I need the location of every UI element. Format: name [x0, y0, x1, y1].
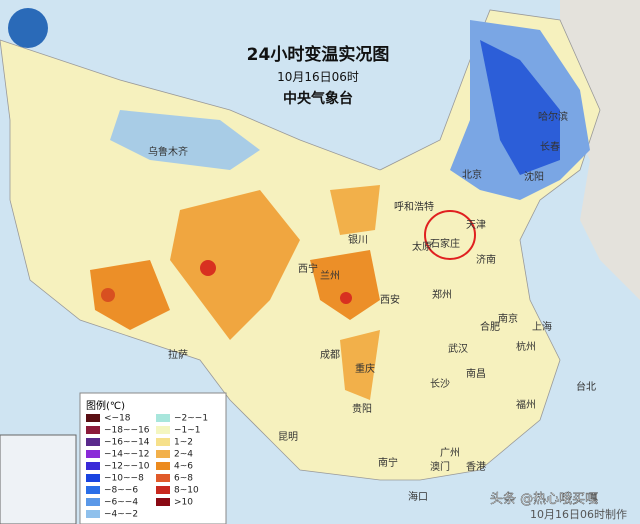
legend-box [79, 392, 227, 524]
city: 昆明 [278, 431, 298, 443]
legend-swatch [86, 414, 100, 422]
city: 广州 [440, 447, 460, 459]
warm-area [310, 250, 380, 320]
warm-area [330, 185, 380, 235]
legend-swatch [156, 450, 170, 458]
legend-label: −18~−16 [104, 426, 150, 436]
legend-label: 4~6 [174, 462, 193, 472]
legend-label: −2~−1 [174, 414, 208, 424]
legend-swatch [86, 486, 100, 494]
legend-label: −16~−14 [104, 438, 150, 448]
city: 长春 [540, 141, 560, 153]
city: 南宁 [378, 456, 398, 469]
legend-label: −1~1 [174, 426, 201, 436]
legend-label: 6~8 [174, 474, 193, 484]
title: 24小时变温实况图 [247, 44, 390, 65]
city-labels: 乌鲁木齐 哈尔滨 长春 沈阳 北京 天津 呼和浩特 银川 太原 石家庄 济南 西… [148, 110, 596, 503]
cold-west [110, 110, 260, 170]
city: 石家庄 [430, 237, 460, 250]
legend-label: −4~−2 [104, 510, 138, 520]
city: 银川 [348, 233, 368, 246]
city: 合肥 [480, 320, 500, 333]
city: 济南 [476, 253, 496, 266]
legend-swatch [156, 474, 170, 482]
legend-swatch [156, 486, 170, 494]
legend-label: 8~10 [174, 486, 199, 496]
legend-label: −6~−4 [104, 498, 138, 508]
legend-swatch [156, 426, 170, 434]
made-time: 10月16日06时制作 [530, 508, 627, 521]
city: 海口 [408, 490, 428, 503]
city: 拉萨 [168, 348, 188, 361]
legend-label: −8~−6 [104, 486, 138, 496]
legend-label: <−18 [104, 414, 131, 424]
city: 西宁 [298, 262, 318, 275]
legend-label: −12~−10 [104, 462, 150, 472]
city: 长沙 [430, 378, 450, 390]
legend-swatch [86, 510, 100, 518]
legend-label: 1~2 [174, 438, 193, 448]
warm-core [101, 288, 115, 302]
legend-label: −14~−12 [104, 450, 150, 460]
city: 郑州 [432, 288, 452, 301]
legend-swatch [86, 498, 100, 506]
agency: 中央气象台 [283, 90, 353, 107]
legend-swatch [156, 438, 170, 446]
city: 武汉 [448, 342, 468, 355]
city: 澳门 [430, 460, 450, 473]
city: 重庆 [355, 362, 375, 375]
legend-label: −10~−8 [104, 474, 144, 484]
legend-swatch [156, 462, 170, 470]
city: 成都 [320, 349, 340, 361]
city: 太原 [412, 240, 432, 253]
cold-core [480, 40, 560, 175]
legend-label: >10 [174, 498, 193, 508]
legend-swatch [86, 462, 100, 470]
warm-core [340, 292, 352, 304]
city: 西安 [380, 293, 400, 306]
city: 乌鲁木齐 [148, 145, 188, 158]
highlight-circle [424, 210, 476, 260]
legend-swatch [156, 498, 170, 506]
city: 台北 [576, 380, 596, 393]
city: 沈阳 [524, 170, 544, 183]
city: 兰州 [320, 269, 340, 282]
warm-area [170, 190, 300, 340]
city: 南昌 [466, 367, 486, 380]
city: 天津 [466, 219, 486, 231]
legend-label: 2~4 [174, 450, 193, 460]
city: 哈尔滨 [538, 110, 568, 123]
city: 杭州 [516, 340, 536, 353]
warm-area [340, 330, 380, 400]
city: 贵阳 [352, 402, 372, 415]
legend-title: 图例(℃) [86, 399, 125, 412]
date: 10月16日06时 [277, 70, 359, 84]
legend-swatch [86, 426, 100, 434]
city: 福州 [516, 398, 536, 411]
watermark: 头条 @热心哦买嘎 [490, 491, 598, 507]
legend-swatch [156, 414, 170, 422]
warm-core [200, 260, 216, 276]
legend-swatch [86, 450, 100, 458]
inset-map [0, 434, 77, 524]
city: 香港 [466, 461, 486, 473]
city: 南京 [498, 312, 518, 325]
legend-swatch [86, 438, 100, 446]
city: 上海 [532, 320, 552, 333]
city: 北京 [462, 168, 482, 181]
legend-swatch [86, 474, 100, 482]
city: 呼和浩特 [394, 201, 434, 213]
logo [8, 8, 48, 48]
legend: 图例(℃) <−18 −18~−16 −16~−14 −14~−12 −12~−10 −1… [79, 392, 227, 524]
warm-area [90, 260, 170, 330]
